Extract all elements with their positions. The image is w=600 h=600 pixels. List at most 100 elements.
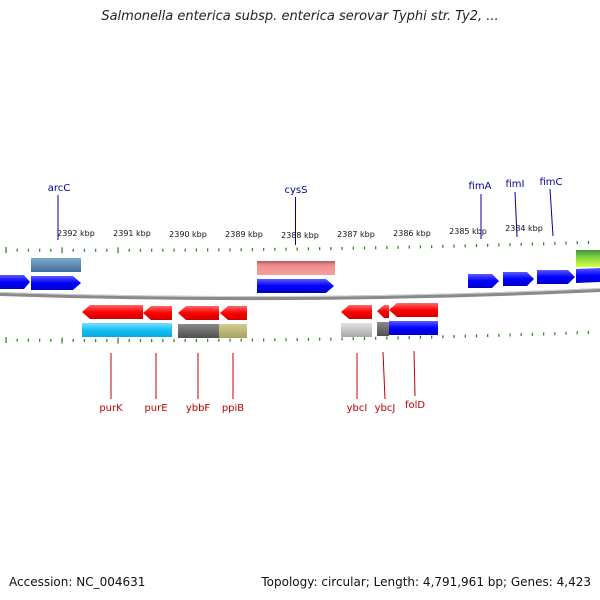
scale-tick-minor	[139, 339, 142, 343]
scale-tick-minor	[72, 248, 74, 252]
scale-tick-minor	[95, 248, 97, 252]
scale-tick-minor	[554, 241, 556, 245]
scale-tick-minor	[576, 241, 578, 245]
gene-leader-line	[514, 191, 518, 238]
scale-tick-minor	[587, 240, 590, 244]
scale-tick-minor	[431, 245, 433, 249]
scale-tick-minor	[50, 338, 52, 342]
scale-tick-minor	[341, 337, 343, 341]
gene-arrow-forward	[503, 272, 534, 286]
scale-tick-minor	[285, 247, 287, 251]
scale-label: 2384 kbp	[505, 224, 543, 233]
gene-label-ybbf: ybbF	[186, 403, 211, 414]
gene-arrow-forward	[576, 268, 600, 283]
scale-tick-minor	[419, 335, 422, 339]
scale-tick-major	[61, 247, 63, 254]
gene-arrow-reverse	[143, 306, 172, 320]
gene-green-block	[576, 250, 600, 267]
scale-tick-minor	[106, 248, 108, 252]
scale-tick-minor	[274, 247, 276, 251]
gene-label-arcc: arcC	[48, 183, 71, 194]
scale-tick-minor	[531, 332, 534, 336]
gene-arrow-forward	[0, 275, 30, 289]
scale-label: 2390 kbp	[169, 230, 207, 239]
scale-tick-minor	[39, 248, 41, 252]
scale-tick-minor	[386, 246, 388, 250]
scale-tick-minor	[83, 248, 86, 252]
scale-tick-minor	[464, 244, 466, 248]
scale-tick-minor	[397, 245, 399, 249]
scale-tick-major	[117, 337, 119, 344]
gene-arrow-reverse	[377, 305, 389, 318]
gene-cyss-block	[257, 261, 335, 275]
scale-tick-minor	[352, 246, 354, 250]
scale-tick-minor	[218, 248, 220, 252]
gene-label-cyss: cysS	[285, 185, 308, 196]
scale-tick-minor	[207, 248, 209, 252]
scale-tick-minor	[128, 339, 130, 343]
scale-tick-minor	[408, 336, 410, 340]
scale-tick-minor	[442, 335, 444, 339]
scale-tick-minor	[319, 337, 321, 341]
scale-tick-minor	[229, 338, 231, 342]
gene-arrow-reverse	[341, 305, 372, 319]
scale-tick-minor	[263, 338, 265, 342]
gene-purk-block	[82, 323, 172, 337]
scale-tick-minor	[27, 338, 30, 342]
scale-tick-minor	[442, 244, 444, 248]
scale-tick-minor	[162, 339, 164, 343]
scale-tick-minor	[151, 248, 153, 252]
gene-arcc-block	[31, 258, 81, 272]
gene-ybcj-block	[377, 322, 389, 336]
scale-tick-minor	[487, 334, 489, 338]
scale-tick-minor	[330, 337, 332, 341]
scale-tick-minor	[285, 338, 287, 342]
scale-tick-minor	[162, 248, 164, 252]
scale-tick-minor	[363, 246, 366, 250]
gene-leader-line	[413, 350, 416, 397]
scale-tick-minor	[218, 338, 220, 342]
scale-tick-minor	[251, 338, 254, 342]
genome-backbone	[0, 288, 600, 301]
gene-arrow-reverse	[178, 306, 219, 320]
gene-ybbf-block	[178, 324, 219, 338]
scale-tick-minor	[587, 330, 590, 334]
scale-tick-minor	[207, 338, 209, 342]
scale-tick-minor	[195, 248, 198, 252]
scale-tick-minor	[509, 243, 511, 247]
gene-arrow-reverse	[220, 306, 247, 320]
scale-tick-minor	[27, 248, 30, 252]
scale-tick-minor	[375, 246, 377, 250]
scale-tick-minor	[576, 331, 578, 335]
scale-tick-major	[5, 337, 7, 344]
scale-tick-minor	[565, 331, 567, 335]
topology-label: Topology: circular; Length: 4,791,961 bp…	[261, 575, 591, 589]
scale-tick-minor	[16, 248, 18, 252]
scale-tick-minor	[240, 248, 242, 252]
scale-label: 2387 kbp	[337, 230, 375, 239]
gene-ppib-block	[219, 324, 247, 338]
scale-tick-minor	[554, 332, 556, 336]
gene-leader-line	[549, 188, 554, 237]
gene-label-fima: fimA	[469, 181, 492, 192]
scale-label: 2385 kbp	[449, 227, 487, 236]
scale-tick-minor	[363, 337, 366, 340]
scale-tick-minor	[229, 248, 231, 252]
map-title: Salmonella enterica subsp. enterica sero…	[101, 9, 499, 24]
gene-label-ybcj: ybcJ	[375, 403, 396, 414]
gene-label-fimc: fimC	[539, 177, 562, 188]
scale-tick-minor	[498, 333, 500, 337]
gene-arrow-forward	[537, 270, 575, 284]
scale-label: 2386 kbp	[393, 229, 431, 238]
scale-tick-minor	[95, 339, 97, 343]
genome-backbone-highlight	[0, 288, 600, 298]
scale-tick-minor	[195, 339, 198, 342]
scale-label: 2388 kbp	[281, 231, 319, 240]
scale-tick-minor	[520, 242, 522, 246]
scale-tick-minor	[39, 338, 41, 342]
scale-tick-minor	[453, 335, 455, 338]
scale-tick-minor	[173, 248, 175, 252]
scale-tick-minor	[487, 243, 489, 247]
scale-tick-minor	[173, 339, 175, 343]
scale-tick-minor	[296, 338, 298, 341]
